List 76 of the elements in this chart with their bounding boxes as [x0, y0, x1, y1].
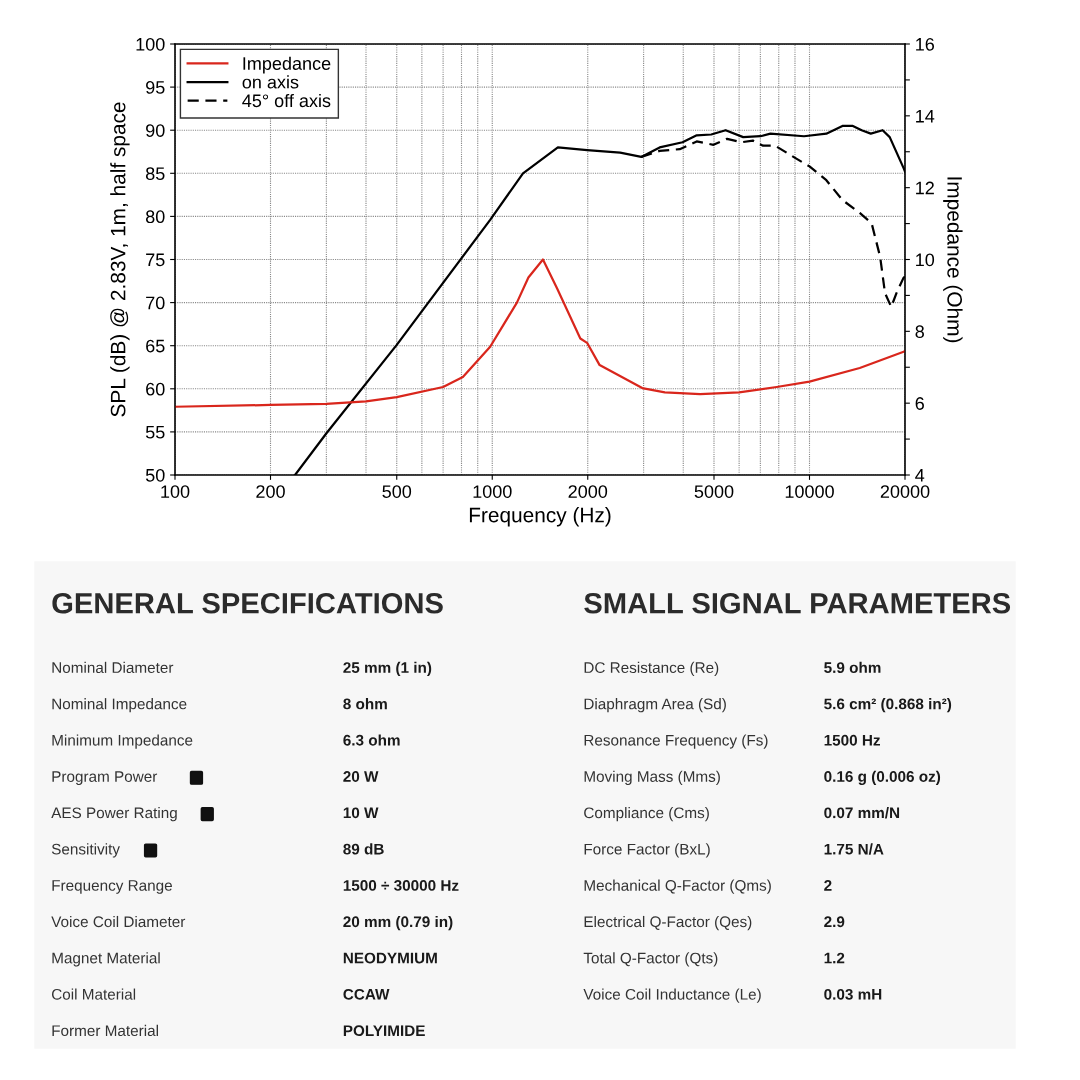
text: Coil Material	[51, 988, 136, 1000]
text: Voice Coil Diameter	[51, 915, 186, 928]
text: 10 W	[343, 807, 379, 819]
y-tick-label: 60	[146, 382, 165, 396]
text: Mechanical Q-Factor (Qms)	[584, 879, 771, 894]
text: Electrical Q-Factor (Qes)	[584, 915, 752, 931]
text: SMALL SIGNAL PARAMETERS	[584, 592, 1011, 614]
text: 5.6 cm² (0.868 in²)	[824, 698, 952, 713]
y2-axis-title: Impedance (Ohm)	[943, 177, 963, 343]
x-tick-label: 100	[161, 485, 190, 498]
legend-label: 45° off axis	[242, 93, 331, 108]
text: 0.07 mm/N	[824, 807, 900, 819]
text: 25 mm (1 in)	[343, 661, 432, 677]
y-axis-title: SPL (dB) @ 2.83V, 1m, half space	[110, 102, 130, 417]
y-tick-label: 70	[146, 296, 165, 310]
y-tick-label: 80	[145, 210, 165, 224]
y-tick-label: 50	[145, 468, 165, 482]
x-axis-title: Frequency (Hz)	[469, 507, 611, 527]
text: Diaphragm Area (Sd)	[584, 698, 726, 713]
y-tick-label: 85	[145, 167, 165, 181]
x-tick-label: 500	[382, 485, 412, 498]
y-tick-label: 75	[146, 253, 165, 267]
text: Sensitivity	[51, 843, 120, 858]
text: Minimum Impedance	[52, 734, 193, 749]
text: 20 W	[343, 771, 379, 782]
x-tick-label: 10000	[785, 485, 834, 498]
y-tick-label: 90	[146, 124, 165, 137]
y2-tick-label: 6	[915, 397, 924, 410]
y-tick-label: 95	[146, 81, 165, 94]
text: AES Power Rating	[51, 807, 177, 822]
text: Nominal Impedance	[52, 698, 187, 713]
y2-tick-label: 16	[916, 37, 935, 51]
text: Force Factor (BxL)	[584, 843, 710, 858]
text: Program Power	[52, 771, 158, 785]
y2-tick-label: 12	[916, 181, 934, 195]
text: 8 ohm	[343, 698, 387, 710]
text: Nominal Diameter	[52, 661, 174, 674]
text: 1.2	[824, 952, 845, 964]
text: 0.03 mH	[824, 988, 882, 1000]
legend-label: on axis	[242, 75, 299, 89]
text: 1500 Hz	[824, 734, 880, 746]
x-tick-label: 1000	[473, 485, 512, 498]
y-tick-label: 55	[145, 426, 165, 439]
x-tick-label: 5000	[694, 485, 734, 498]
text: 2	[824, 880, 832, 891]
y-tick-label: 100	[136, 37, 165, 51]
text: Magnet Material	[52, 952, 160, 967]
x-tick-label: 20000	[880, 485, 930, 498]
text: 1500 ÷ 30000 Hz	[343, 880, 459, 891]
text: 2.9	[824, 916, 845, 928]
text: CCAW	[343, 988, 390, 1000]
text: 0.16 g (0.006 oz)	[824, 770, 941, 785]
text: Former Material	[52, 1024, 158, 1037]
text: GENERAL SPECIFICATIONS	[52, 592, 443, 614]
text: 5.9 ohm	[824, 661, 881, 674]
y2-tick-label: 14	[916, 109, 935, 123]
y2-tick-label: 4	[915, 469, 925, 482]
text: 20 mm (0.79 in)	[343, 915, 453, 931]
text: 1.75 N/A	[824, 843, 884, 855]
y2-tick-label: 8	[915, 325, 924, 339]
text: 89 dB	[343, 843, 384, 855]
y2-tick-label: 10	[916, 253, 935, 267]
text: Moving Mass (Mms)	[584, 770, 720, 785]
text: Frequency Range	[52, 880, 172, 894]
text: POLYIMIDE	[343, 1025, 425, 1037]
text: NEODYMIUM	[343, 952, 437, 964]
text: Total Q-Factor (Qts)	[583, 952, 718, 967]
text: Compliance (Cms)	[584, 807, 709, 822]
text: 6.3 ohm	[343, 734, 400, 746]
text: Resonance Frequency (Fs)	[584, 734, 768, 749]
text: Voice Coil Inductance (Le)	[583, 988, 761, 1003]
y-tick-label: 65	[146, 339, 165, 353]
x-tick-label: 200	[256, 485, 285, 498]
legend-label: Impedance	[243, 56, 331, 74]
x-tick-label: 2000	[568, 485, 608, 498]
text: DC Resistance (Re)	[584, 661, 719, 677]
